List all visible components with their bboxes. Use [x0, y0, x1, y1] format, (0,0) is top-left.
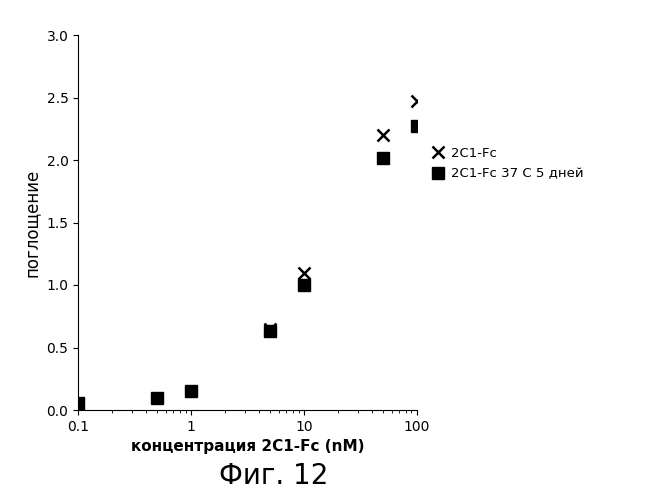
Y-axis label: поглощение: поглощение — [23, 168, 41, 276]
Legend: 2C1-Fc, 2C1-Fc 37 C 5 дней: 2C1-Fc, 2C1-Fc 37 C 5 дней — [430, 146, 584, 180]
X-axis label: концентрация 2C1-Fc (nM): концентрация 2C1-Fc (nM) — [131, 440, 364, 454]
2C1-Fc 37 C 5 дней — [153, 394, 161, 400]
2C1-Fc — [379, 132, 387, 138]
2C1-Fc 37 C 5 дней — [300, 282, 308, 288]
2C1-Fc 37 C 5 дней — [379, 154, 387, 160]
2C1-Fc — [266, 326, 273, 332]
2C1-Fc 37 C 5 дней — [266, 328, 273, 334]
2C1-Fc — [74, 401, 82, 407]
2C1-Fc 37 C 5 дней — [187, 388, 195, 394]
2C1-Fc — [300, 270, 308, 276]
Line: 2C1-Fc: 2C1-Fc — [72, 95, 423, 410]
2C1-Fc — [413, 98, 421, 104]
Text: Фиг. 12: Фиг. 12 — [219, 462, 328, 490]
2C1-Fc 37 C 5 дней — [413, 124, 421, 130]
Line: 2C1-Fc 37 C 5 дней: 2C1-Fc 37 C 5 дней — [72, 120, 422, 408]
2C1-Fc 37 C 5 дней — [74, 400, 82, 406]
